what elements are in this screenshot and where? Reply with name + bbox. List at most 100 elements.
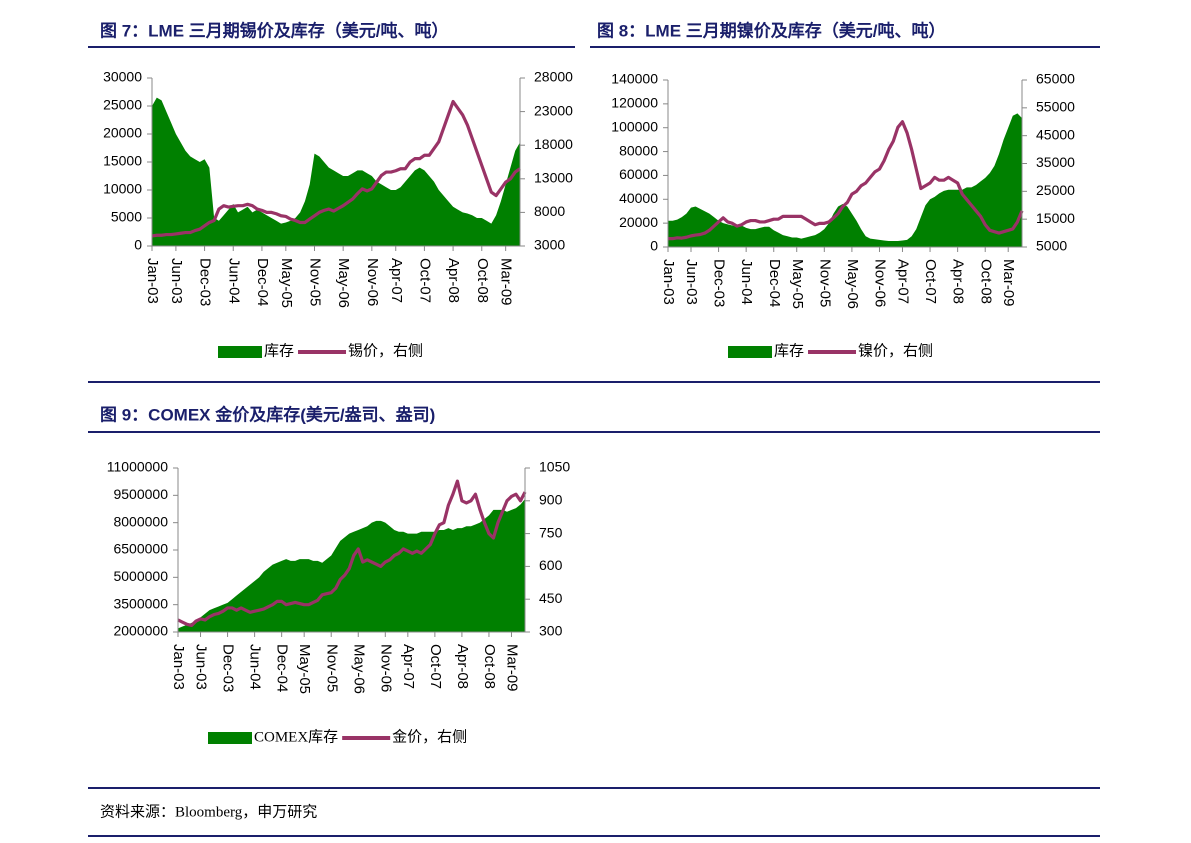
y2-tick-label: 8000 [534, 203, 565, 219]
line [151, 99, 521, 238]
x-tick-label: Jan-03 [170, 644, 187, 690]
y-tick-label: 0 [134, 237, 142, 253]
x-tick-label: Nov-05 [816, 259, 833, 307]
y-tick-label: 25000 [103, 97, 142, 113]
y-tick-label: 6500000 [113, 541, 168, 557]
x-tick-label: Oct-08 [977, 259, 994, 304]
y2-tick-label: 65000 [1036, 71, 1075, 87]
legend-label: 锡价，右侧 [348, 342, 423, 359]
area [668, 113, 1022, 248]
x-tick-label: May-06 [844, 259, 861, 309]
y2-tick-label: 750 [539, 524, 563, 540]
x-tick-label: Mar-09 [498, 258, 515, 306]
x-tick-label: Nov-06 [872, 259, 889, 307]
x-tick-label: May-06 [335, 258, 352, 308]
legend-swatch [208, 732, 252, 744]
y-tick-label: 140000 [611, 71, 658, 87]
y2-tick-label: 15000 [1036, 210, 1075, 226]
x-tick-label: Oct-07 [416, 258, 433, 303]
y-tick-label: 40000 [619, 190, 658, 206]
legend-label: 库存 [264, 342, 294, 359]
chart-title: 图 9：COMEX 金价及库存(美元/盎司、盎司) [100, 404, 435, 424]
y2-tick-label: 55000 [1036, 99, 1075, 115]
x-tick-label: Oct-07 [427, 644, 444, 689]
x-tick-label: Nov-05 [307, 258, 324, 306]
legend-label: 库存 [774, 342, 804, 359]
x-tick-label: Apr-07 [894, 259, 911, 304]
line [177, 479, 527, 628]
x-tick-label: May-06 [350, 644, 367, 694]
y-tick-label: 15000 [103, 153, 142, 169]
legend-label: COMEX库存 [254, 728, 338, 745]
y2-tick-label: 13000 [534, 170, 573, 186]
x-tick-label: Dec-03 [711, 259, 728, 307]
y-tick-label: 10000 [103, 181, 142, 197]
x-tick-label: Jan-03 [660, 259, 677, 305]
x-tick-label: Nov-05 [323, 644, 340, 692]
y-tick-label: 8000000 [113, 513, 168, 529]
x-tick-label: Apr-07 [400, 644, 417, 689]
source: 资料来源：Bloomberg，申万研究 [100, 803, 317, 820]
y2-tick-label: 3000 [534, 237, 565, 253]
x-tick-label: Dec-03 [197, 258, 214, 306]
area [152, 97, 520, 246]
y-tick-label: 5000 [111, 209, 142, 225]
y-tick-label: 0 [650, 238, 658, 254]
x-tick-label: Nov-06 [364, 258, 381, 306]
x-tick-label: Apr-07 [388, 258, 405, 303]
x-tick-label: May-05 [296, 644, 313, 694]
y2-tick-label: 45000 [1036, 126, 1075, 142]
x-tick-label: May-05 [278, 258, 295, 308]
y-tick-label: 9500000 [113, 486, 168, 502]
x-tick-label: Jun-04 [225, 258, 242, 304]
x-tick-label: Jun-04 [247, 644, 264, 690]
y2-tick-label: 300 [539, 623, 563, 639]
y-tick-label: 60000 [619, 166, 658, 182]
y2-tick-label: 450 [539, 590, 563, 606]
y-tick-label: 20000 [103, 125, 142, 141]
y-tick-label: 5000000 [113, 568, 168, 584]
legend-swatch [218, 346, 262, 358]
x-tick-label: Jun-03 [193, 644, 210, 690]
y-tick-label: 100000 [611, 118, 658, 134]
chart-title: 图 8：LME 三月期镍价及库存（美元/吨、吨） [597, 20, 946, 40]
y2-tick-label: 1050 [539, 459, 570, 475]
y-tick-label: 80000 [619, 142, 658, 158]
x-tick-label: Nov-06 [377, 644, 394, 692]
y2-tick-label: 23000 [534, 102, 573, 118]
line [668, 120, 1024, 241]
legend-label: 镍价，右侧 [858, 341, 933, 359]
x-tick-label: Apr-08 [445, 258, 462, 303]
x-tick-label: Mar-09 [1000, 259, 1017, 307]
y2-tick-label: 5000 [1036, 238, 1067, 254]
y-tick-label: 11000000 [107, 459, 168, 475]
x-tick-label: Mar-09 [504, 644, 521, 692]
x-tick-label: Dec-04 [274, 644, 291, 692]
chart-title: 图 7：LME 三月期锡价及库存（美元/吨、吨） [100, 20, 449, 40]
y2-tick-label: 25000 [1036, 182, 1075, 198]
x-tick-label: Apr-08 [454, 644, 471, 689]
y2-tick-label: 900 [539, 492, 563, 508]
x-tick-label: Dec-03 [220, 644, 237, 692]
legend-swatch [728, 346, 772, 358]
x-tick-label: Jun-04 [738, 259, 755, 305]
y-tick-label: 2000000 [113, 623, 168, 639]
x-tick-label: Jan-03 [144, 258, 161, 304]
y2-tick-label: 28000 [534, 69, 573, 85]
x-tick-label: Dec-04 [254, 258, 271, 306]
x-tick-label: Dec-04 [766, 259, 783, 307]
x-tick-label: Apr-08 [950, 259, 967, 304]
y-tick-label: 120000 [611, 95, 658, 111]
y2-tick-label: 35000 [1036, 154, 1075, 170]
x-tick-label: May-05 [789, 259, 806, 309]
x-tick-label: Jun-03 [168, 258, 185, 304]
x-tick-label: Oct-08 [481, 644, 498, 689]
y-tick-label: 20000 [619, 214, 658, 230]
y2-tick-label: 600 [539, 557, 563, 573]
x-tick-label: Jun-03 [683, 259, 700, 305]
x-tick-label: Oct-07 [922, 259, 939, 304]
x-tick-label: Oct-08 [474, 258, 491, 303]
legend-label: 金价，右侧 [392, 728, 467, 745]
y-tick-label: 3500000 [113, 595, 168, 611]
